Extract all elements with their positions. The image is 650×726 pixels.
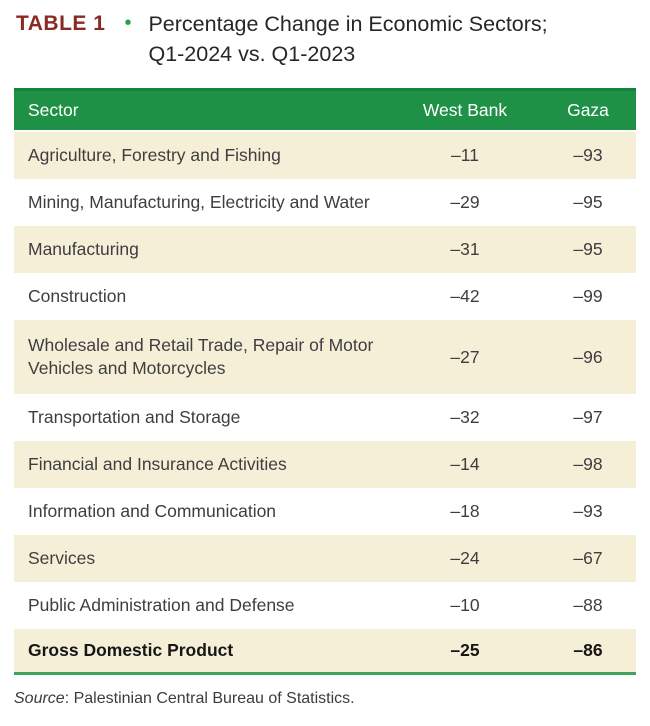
west-bank-cell: –29 xyxy=(450,192,480,212)
column-header-west-bank: West Bank xyxy=(422,100,508,120)
west-bank-cell: –32 xyxy=(450,407,480,427)
table-total-row: Gross Domestic Product –25 –86 xyxy=(14,629,636,675)
gaza-cell: –93 xyxy=(573,501,603,521)
sector-cell: Information and Communication xyxy=(28,501,277,521)
gaza-cell: –95 xyxy=(573,239,603,259)
gaza-cell: –86 xyxy=(573,640,603,660)
west-bank-cell: –42 xyxy=(450,286,480,306)
sector-cell: Mining, Manufacturing, Electricity and W… xyxy=(28,192,370,212)
west-bank-cell: –27 xyxy=(450,346,480,367)
bullet-icon: • xyxy=(124,12,132,34)
economic-sectors-table: Sector West Bank Gaza Agriculture, Fores… xyxy=(14,88,636,675)
west-bank-cell: –11 xyxy=(451,145,479,165)
table-row: Transportation and Storage –32 –97 xyxy=(14,394,636,441)
west-bank-cell: –14 xyxy=(450,454,480,474)
sector-cell: Agriculture, Forestry and Fishing xyxy=(28,145,281,165)
gaza-cell: –67 xyxy=(573,548,603,568)
sector-cell: Financial and Insurance Activities xyxy=(28,454,287,474)
table-row: Wholesale and Retail Trade, Repair of Mo… xyxy=(14,320,636,394)
west-bank-cell: –24 xyxy=(450,548,480,568)
column-header-sector: Sector xyxy=(28,100,79,120)
source-note: Source: Palestinian Central Bureau of St… xyxy=(14,688,636,709)
sector-cell: Wholesale and Retail Trade, Repair of Mo… xyxy=(28,335,374,378)
gaza-cell: –95 xyxy=(573,192,603,212)
source-text: : Palestinian Central Bureau of Statisti… xyxy=(64,690,355,707)
west-bank-cell: –10 xyxy=(450,595,480,615)
table-row: Manufacturing –31 –95 xyxy=(14,226,636,273)
table-row: Construction –42 –99 xyxy=(14,273,636,320)
gaza-cell: –88 xyxy=(573,595,603,615)
table-row: Financial and Insurance Activities –14 –… xyxy=(14,441,636,488)
west-bank-cell: –25 xyxy=(450,640,480,660)
sector-cell: Manufacturing xyxy=(28,239,139,259)
sector-cell: Services xyxy=(28,548,96,568)
table-row: Services –24 –67 xyxy=(14,535,636,582)
table-title: Percentage Change in Economic Sectors; Q… xyxy=(148,12,548,66)
sector-cell: Public Administration and Defense xyxy=(28,595,295,615)
table-row: Agriculture, Forestry and Fishing –11 –9… xyxy=(14,132,636,179)
source-prefix: Source xyxy=(14,690,65,707)
sector-cell: Gross Domestic Product xyxy=(28,640,234,660)
column-header-gaza: Gaza xyxy=(567,100,609,120)
sector-cell: Construction xyxy=(28,286,127,306)
table-title-block: TABLE 1 • Percentage Change in Economic … xyxy=(0,0,650,69)
gaza-cell: –99 xyxy=(573,286,603,306)
west-bank-cell: –31 xyxy=(450,239,480,259)
gaza-cell: –98 xyxy=(573,454,603,474)
table-header-row: Sector West Bank Gaza xyxy=(14,88,636,132)
gaza-cell: –97 xyxy=(573,407,603,427)
sector-cell: Transportation and Storage xyxy=(28,407,241,427)
table-row: Public Administration and Defense –10 –8… xyxy=(14,582,636,629)
table-row: Information and Communication –18 –93 xyxy=(14,488,636,535)
gaza-cell: –96 xyxy=(573,346,603,367)
table-row: Mining, Manufacturing, Electricity and W… xyxy=(14,179,636,226)
gaza-cell: –93 xyxy=(573,145,603,165)
table-number-label: TABLE 1 xyxy=(16,12,106,35)
west-bank-cell: –18 xyxy=(450,501,480,521)
